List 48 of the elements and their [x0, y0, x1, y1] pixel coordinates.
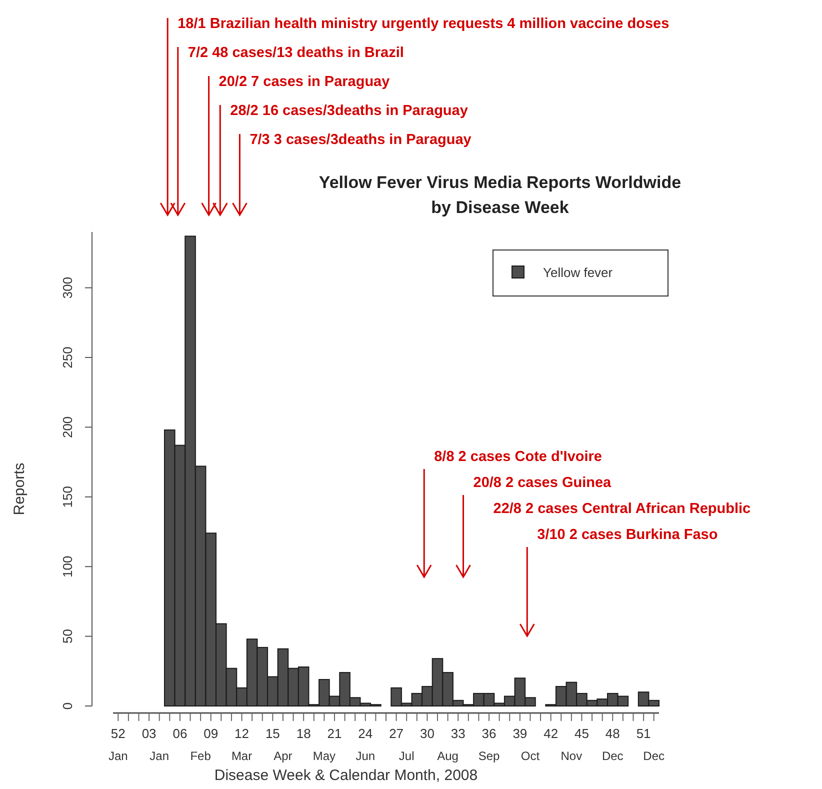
x-tick-label: 09: [204, 726, 218, 741]
x-tick-label: 33: [450, 726, 466, 741]
x-tick-label: 39: [512, 726, 528, 741]
x-tick-label: 21: [327, 726, 342, 741]
x-tick-label: May: [312, 749, 336, 763]
text: 28/2 16 cases/3deaths in Paraguay: [230, 103, 468, 119]
x-tick-label: 27: [389, 726, 404, 741]
legend-label: Yellow fever: [543, 265, 614, 280]
x-tick-label: 52 Jan: [108, 726, 128, 763]
annotation: 3/10 2 cases Burkina Faso: [537, 527, 718, 543]
x-tick-label: Dec: [643, 749, 665, 763]
y-tick-label: 0: [60, 702, 75, 710]
chart-title: Yellow Fever Virus Media Reports Worldwide: [318, 173, 682, 192]
x-tick-label: 45: [574, 726, 589, 741]
x-tick-label: Oct: [520, 749, 540, 763]
x-tick-label: 30: [420, 726, 434, 741]
x-tick-label: 36 Sep: [478, 726, 500, 763]
y-tick-label: 50: [60, 629, 75, 644]
x-tick-label: 06: [172, 726, 188, 741]
text: 18/1 Brazilian health ministry urgently requests 4 million vaccine doses: [178, 16, 670, 32]
x-tick-label: 51: [636, 726, 651, 741]
annotation: 22/8 2 cases Central African Republic: [493, 501, 751, 517]
x-tick-label: 24 Jun: [356, 726, 376, 763]
y-tick-label: 300: [60, 276, 75, 299]
annotation: 8/8 2 cases Cote d'Ivoire: [434, 449, 602, 465]
x-tick-label: Apr: [274, 749, 292, 763]
x-tick-label: Jul: [398, 749, 414, 763]
y-tick-label: 100: [60, 556, 75, 578]
x-tick-label: 18: [296, 726, 311, 741]
x-tick-label: 48 Dec: [602, 726, 624, 763]
y-axis-title: Reports: [11, 462, 28, 516]
chart-subtitle: by Disease Week: [431, 198, 570, 217]
x-tick-label: 42: [544, 726, 558, 741]
x-tick-label: Aug: [437, 749, 458, 763]
text: 7/3 3 cases/3deaths in Paraguay: [250, 132, 472, 148]
x-tick-label: Nov: [560, 749, 582, 763]
y-tick-label: 150: [60, 486, 75, 508]
text: 7/2 48 cases/13 deaths in Brazil: [188, 45, 404, 61]
x-axis-title: Disease Week & Calendar Month, 2008: [214, 767, 478, 784]
x-tick-label: 15: [265, 726, 280, 741]
y-tick-label: 250: [60, 346, 75, 368]
annotation: 20/8 2 cases Guinea: [473, 475, 612, 491]
x-tick-label: 03: [142, 726, 156, 741]
y-tick-label: 200: [60, 416, 75, 438]
x-tick-label: 12 Mar: [231, 726, 252, 763]
text: 20/2 7 cases in Paraguay: [218, 74, 390, 90]
x-tick-label: Feb: [190, 749, 212, 763]
x-tick-label: Jan: [150, 749, 170, 763]
